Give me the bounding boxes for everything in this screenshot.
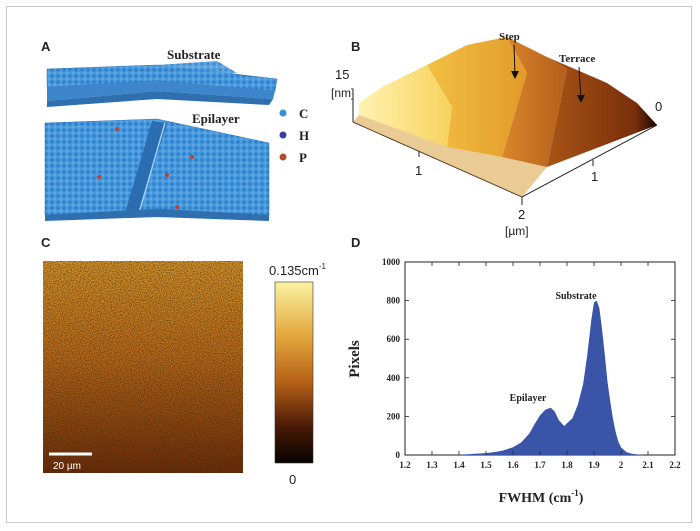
substrate-annotation: Substrate	[555, 291, 597, 302]
x-tick-label: 2	[619, 460, 624, 470]
legend-p-dot	[279, 153, 287, 161]
afm-terrace-1	[359, 65, 452, 147]
colorbar-min: 0	[289, 472, 296, 487]
scale-bar-label: 20 µm	[53, 461, 81, 472]
histogram-area	[459, 300, 643, 455]
y-axis-ticks: 0 200 400 600 800 1000	[382, 257, 675, 460]
raman-map	[43, 261, 243, 473]
substrate-label: Substrate	[167, 47, 221, 62]
panel-c-label: C	[41, 235, 51, 250]
x-tick-label: 1.4	[453, 460, 465, 470]
y-axis-label: Pixels	[347, 340, 363, 378]
panel-b: B Step Terrace 15 [nm] 0 1 1 2 [µm]	[331, 31, 662, 238]
x-tick-label: 2.2	[669, 460, 681, 470]
x-tick-label: 1.9	[588, 460, 600, 470]
atom-legend: C H P	[279, 106, 309, 165]
epilayer-annotation: Epilayer	[510, 393, 547, 404]
legend-h-dot	[279, 131, 287, 139]
afm-height-value: 15	[335, 67, 349, 82]
panel-b-label: B	[351, 39, 360, 54]
y-tick-label: 800	[387, 296, 401, 306]
panel-d-label: D	[351, 235, 360, 250]
afm-tick-1a: 1	[415, 163, 422, 178]
y-tick-label: 200	[387, 411, 401, 421]
panel-a: A Substrate Epilayer C H	[41, 39, 309, 221]
y-tick-label: 600	[387, 334, 401, 344]
figure-frame: A Substrate Epilayer C H	[6, 6, 692, 523]
x-axis-ticks: 1.2 1.3 1.4 1.5 1.6 1.7 1.8 1.9 2 2.1 2.2	[399, 262, 681, 470]
figure-canvas: A Substrate Epilayer C H	[41, 31, 681, 506]
afm-terrace-3	[547, 57, 657, 167]
afm-terrace-2	[427, 37, 527, 157]
panel-a-label: A	[41, 39, 51, 54]
y-tick-label: 1000	[382, 257, 401, 267]
x-tick-label: 1.6	[507, 460, 519, 470]
afm-step-label: Step	[499, 31, 520, 43]
x-tick-label: 1.3	[426, 460, 438, 470]
legend-p-label: P	[299, 150, 307, 165]
afm-terrace-label: Terrace	[559, 53, 595, 65]
colorbar-max: 0.135cm-1	[269, 262, 327, 278]
x-tick-label: 1.2	[399, 460, 411, 470]
substrate-lattice	[46, 61, 278, 107]
afm-axis-unit: [µm]	[505, 224, 529, 238]
y-tick-label: 0	[396, 450, 401, 460]
afm-tick-1b: 1	[591, 169, 598, 184]
x-tick-label: 2.1	[642, 460, 654, 470]
x-axis-label: FWHM (cm-1)	[499, 488, 584, 506]
afm-height-unit: [nm]	[331, 86, 354, 100]
epilayer-label: Epilayer	[192, 111, 240, 126]
y-tick-label: 400	[387, 373, 401, 383]
legend-h-label: H	[299, 128, 309, 143]
legend-c-dot	[279, 109, 287, 117]
panel-c: C 20 µm 0.135cm-1 0	[41, 235, 327, 487]
fwhm-histogram: 1.2 1.3 1.4 1.5 1.6 1.7 1.8 1.9 2 2.1 2.2 0 200 400 6…	[382, 257, 681, 470]
afm-front-face	[353, 115, 547, 197]
legend-c-label: C	[299, 106, 308, 121]
epilayer-lattice	[44, 118, 270, 221]
afm-zero-label: 0	[655, 99, 662, 114]
x-tick-label: 1.5	[480, 460, 492, 470]
x-tick-label: 1.7	[534, 460, 546, 470]
panel-d: D 1.2 1.3 1.4 1.5 1.6 1.7 1.8 1.9 2 2.1 2.2 0 200 40…	[347, 235, 681, 506]
afm-tick-2: 2	[518, 207, 525, 222]
x-tick-label: 1.8	[561, 460, 573, 470]
afm-step-face	[502, 37, 567, 167]
colorbar	[274, 281, 314, 464]
